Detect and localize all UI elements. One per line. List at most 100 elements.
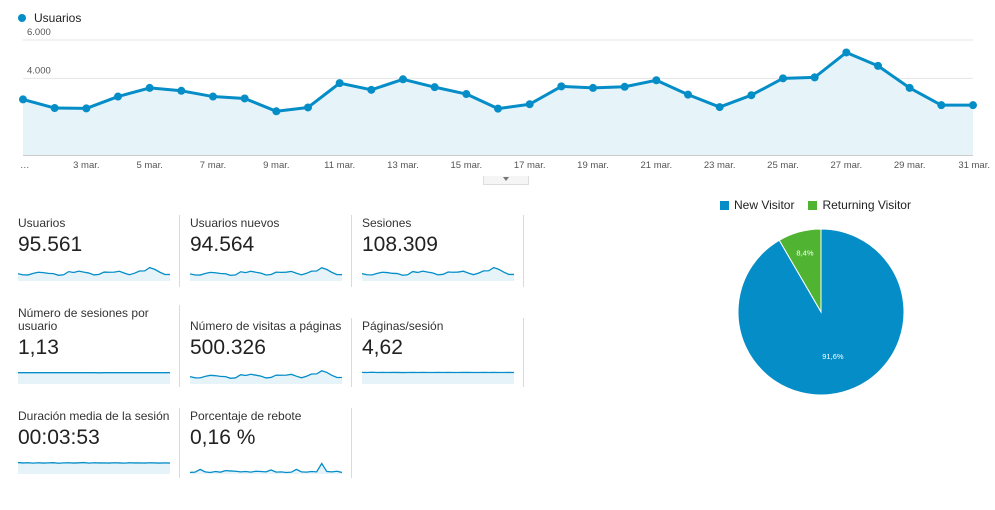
x-tick-label: 17 mar.	[514, 160, 546, 171]
data-point[interactable]	[494, 104, 502, 113]
data-point[interactable]	[19, 95, 27, 104]
data-point[interactable]	[335, 79, 344, 88]
legend-item-label: Returning Visitor	[822, 198, 911, 212]
metric-value: 95.561	[18, 233, 83, 256]
metric-value: 4,62	[362, 336, 403, 359]
data-point[interactable]	[399, 75, 407, 84]
y-tick-label: 6.000	[27, 28, 51, 38]
data-point[interactable]	[842, 48, 851, 57]
collapse-chart-handle[interactable]	[483, 176, 529, 185]
sparkline-area	[362, 267, 514, 281]
metric-visitas-paginas[interactable]: Número de visitas a páginas 500.326	[190, 320, 342, 384]
data-point[interactable]	[747, 91, 756, 100]
metric-paginas-sesion[interactable]: Páginas/sesión 4,62	[362, 320, 514, 384]
sparkline-area	[190, 267, 342, 281]
data-point[interactable]	[240, 94, 249, 103]
x-tick-label: 25 mar.	[767, 160, 799, 171]
metric-sparkline	[190, 370, 342, 384]
legend-item-returning-visitor[interactable]: Returning Visitor	[808, 198, 911, 212]
metric-sparkline	[18, 266, 170, 281]
data-point[interactable]	[937, 101, 946, 110]
metric-title: Duración media de la sesión	[18, 409, 170, 423]
data-point[interactable]	[557, 82, 566, 91]
series-area	[23, 52, 973, 155]
metric-porcentaje-rebote[interactable]: Porcentaje de rebote 0,16 %	[190, 410, 342, 474]
data-point[interactable]	[177, 86, 186, 95]
data-point[interactable]	[304, 103, 312, 112]
data-point[interactable]	[874, 61, 882, 70]
metric-sparkline	[18, 461, 170, 474]
sparkline-line	[18, 266, 170, 276]
metric-value: 500.326	[190, 336, 266, 359]
data-point[interactable]	[810, 73, 819, 82]
x-tick-label: 23 mar.	[704, 160, 736, 171]
metric-duracion-media[interactable]: Duración media de la sesión 00:03:53	[18, 410, 170, 474]
data-point[interactable]	[209, 92, 217, 101]
legend-label: Usuarios	[34, 11, 82, 25]
sparkline-area	[18, 267, 170, 281]
data-point[interactable]	[715, 103, 724, 112]
data-point[interactable]	[114, 92, 122, 101]
data-point[interactable]	[82, 104, 91, 113]
divider	[351, 215, 352, 287]
metric-title: Número de visitas a páginas	[190, 319, 342, 333]
x-tick-label: 29 mar.	[894, 160, 926, 171]
pie-slice-new-visitor[interactable]	[737, 228, 905, 396]
data-point[interactable]	[145, 83, 154, 92]
x-tick-label: 21 mar.	[640, 160, 672, 171]
pie-legend: New Visitor Returning Visitor	[720, 198, 911, 212]
data-point[interactable]	[367, 85, 376, 94]
metric-sparkline	[190, 462, 342, 474]
metric-title: Páginas/sesión	[362, 319, 444, 333]
data-point[interactable]	[684, 90, 692, 99]
metric-sparkline	[18, 371, 170, 384]
metric-sparkline	[362, 266, 514, 281]
data-point[interactable]	[589, 83, 597, 92]
sparkline-line	[190, 370, 342, 379]
divider	[351, 318, 352, 387]
data-point[interactable]	[430, 83, 439, 92]
data-point[interactable]	[462, 90, 471, 99]
data-point[interactable]	[620, 82, 629, 91]
divider	[179, 305, 180, 387]
divider	[179, 408, 180, 478]
divider	[523, 318, 524, 387]
sparkline-line	[362, 266, 514, 276]
metric-title: Usuarios nuevos	[190, 216, 280, 230]
chart-legend[interactable]: Usuarios	[18, 11, 81, 25]
sparkline-line	[18, 461, 170, 464]
data-point[interactable]	[779, 74, 787, 83]
pie-slice-label: 91,6%	[822, 352, 844, 361]
x-tick-label: 27 mar.	[830, 160, 862, 171]
legend-swatch	[720, 200, 729, 210]
y-tick-label: 4.000	[27, 65, 51, 76]
metric-usuarios-nuevos[interactable]: Usuarios nuevos 94.564	[190, 217, 342, 281]
sparkline-area	[18, 462, 170, 474]
metric-value: 108.309	[362, 233, 438, 256]
x-tick-label: 11 mar.	[324, 160, 355, 171]
x-tick-label: …	[20, 160, 30, 171]
visitor-type-pie-chart[interactable]: 8,4% 91,6%	[737, 228, 905, 396]
x-tick-label: 31 mar.	[958, 160, 990, 171]
sparkline-area	[18, 372, 170, 384]
data-point[interactable]	[525, 100, 534, 109]
data-point[interactable]	[272, 107, 281, 116]
metric-value: 94.564	[190, 233, 255, 256]
legend-swatch	[808, 200, 818, 210]
sparkline-area	[190, 370, 342, 384]
data-point[interactable]	[652, 76, 661, 85]
metric-usuarios[interactable]: Usuarios 95.561	[18, 217, 170, 281]
data-point[interactable]	[905, 83, 914, 92]
metric-sesiones-por-usuario[interactable]: Número de sesiones por usuario 1,13	[18, 307, 170, 384]
x-tick-label: 15 mar.	[450, 160, 482, 171]
metric-title: Sesiones	[362, 216, 412, 230]
data-point[interactable]	[50, 104, 59, 113]
metric-sesiones[interactable]: Sesiones 108.309	[362, 217, 514, 281]
legend-item-new-visitor[interactable]: New Visitor	[720, 198, 794, 212]
data-point[interactable]	[969, 101, 977, 110]
sparkline-area	[362, 372, 514, 384]
x-tick-label: 7 mar.	[200, 160, 226, 171]
x-tick-label: 9 mar.	[263, 160, 289, 171]
divider	[523, 215, 524, 287]
